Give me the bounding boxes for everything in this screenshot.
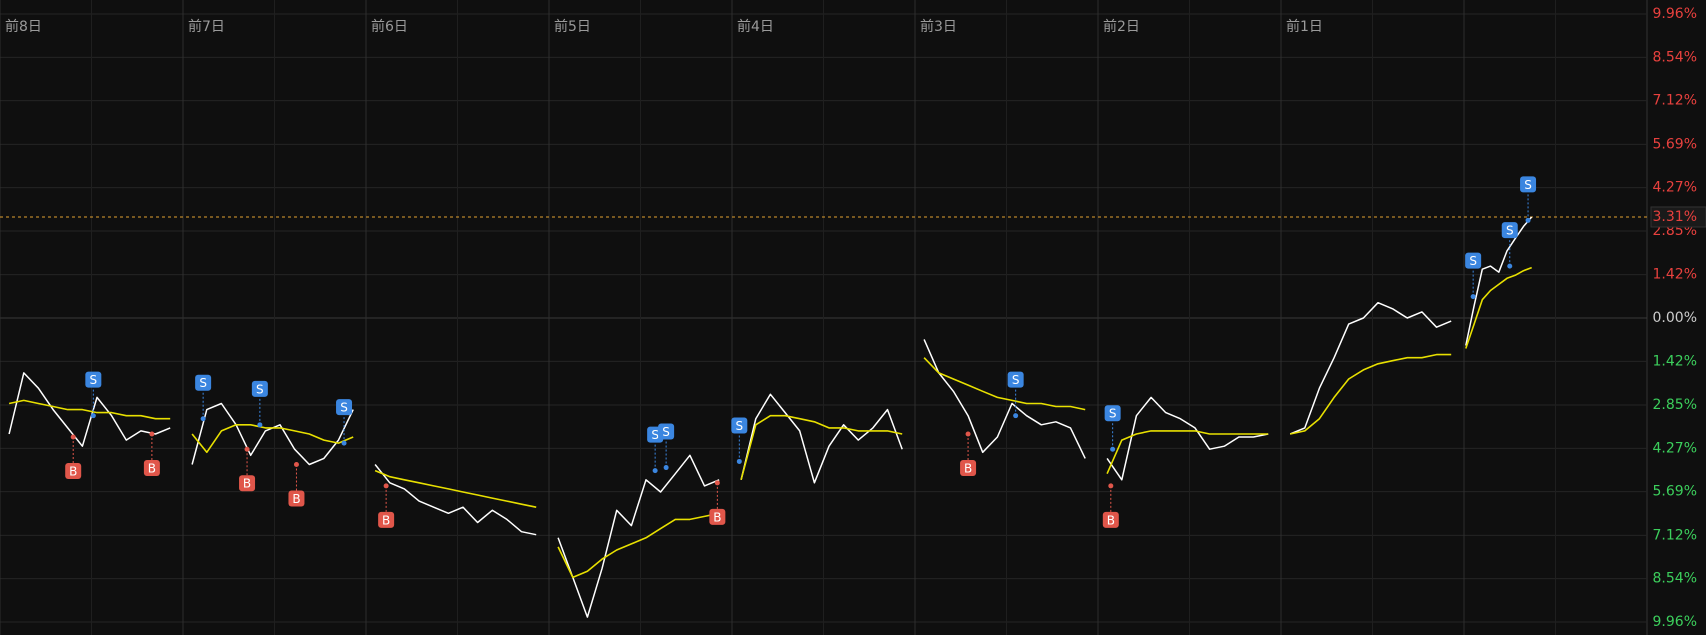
x-tick-label: 前2日: [1103, 18, 1140, 35]
marker-dot: [1525, 217, 1531, 223]
marker-badge: [251, 380, 268, 397]
x-tick-label: 前5日: [554, 18, 591, 35]
marker-label: S: [662, 425, 670, 439]
marker-dot: [257, 422, 263, 428]
y-tick-label: 8.54%: [1653, 49, 1697, 65]
marker-dot: [1013, 413, 1019, 419]
marker-badge: [143, 459, 160, 476]
marker-dot: [293, 462, 299, 468]
marker-dot: [714, 480, 720, 486]
marker-dot: [965, 431, 971, 437]
marker-label: S: [1506, 224, 1514, 238]
y-tick-label: 0.00%: [1653, 310, 1697, 326]
marker-badge: [336, 399, 353, 416]
marker-label: S: [256, 382, 264, 396]
x-tick-label: 前7日: [188, 18, 225, 35]
marker-label: B: [964, 461, 972, 475]
y-tick-label: 4.27%: [1653, 180, 1697, 196]
y-tick-label: 2.85%: [1653, 397, 1697, 413]
marker-badge: [378, 511, 395, 528]
marker-badge: [1520, 176, 1537, 193]
marker-label: B: [69, 465, 77, 479]
marker-dot: [149, 431, 155, 437]
marker-badge: [1104, 405, 1121, 422]
y-tick-label: 7.12%: [1653, 527, 1697, 543]
y-tick-label: 4.27%: [1653, 440, 1697, 456]
y-tick-label: 5.69%: [1653, 136, 1697, 152]
y-tick-label: 7.12%: [1653, 93, 1697, 109]
marker-label: S: [1109, 407, 1117, 421]
marker-badge: [1102, 511, 1119, 528]
marker-dot: [244, 446, 250, 452]
x-tick-label: 前1日: [1286, 18, 1323, 35]
x-tick-label: 前3日: [920, 18, 957, 35]
y-tick-label: 5.69%: [1653, 484, 1697, 500]
marker-dot: [1108, 483, 1114, 489]
marker-label: B: [243, 477, 251, 491]
price-line: [8, 266, 1532, 579]
marker-label: S: [199, 376, 207, 390]
marker-label: B: [148, 461, 156, 475]
marker-dot: [383, 483, 389, 489]
marker-dot: [200, 416, 206, 422]
current-label-box: [1650, 206, 1706, 228]
y-tick-label: 1.42%: [1653, 353, 1697, 369]
y-tick-label: 8.54%: [1653, 571, 1697, 587]
marker-label: S: [1469, 254, 1477, 268]
marker-dot: [1110, 446, 1116, 452]
marker-dot: [341, 440, 347, 446]
marker-badge: [65, 463, 82, 480]
marker-badge: [1465, 252, 1482, 269]
marker-label: B: [713, 510, 721, 524]
x-tick-label: 前8日: [5, 18, 42, 35]
marker-label: B: [1107, 513, 1115, 527]
marker-badge: [239, 475, 256, 492]
marker-dot: [90, 413, 96, 419]
marker-badge: [85, 371, 102, 388]
marker-label: S: [1012, 373, 1020, 387]
x-tick-label: 前6日: [371, 18, 408, 35]
marker-badge: [195, 374, 212, 391]
marker-badge: [709, 508, 726, 525]
marker-dot: [1470, 294, 1476, 300]
y-tick-label: 9.96%: [1653, 614, 1697, 630]
marker-badge: [658, 423, 675, 440]
marker-dot: [652, 468, 658, 474]
marker-badge: [288, 490, 305, 507]
marker-label: S: [1524, 178, 1532, 192]
marker-dot: [736, 458, 742, 464]
marker-dot: [1507, 263, 1513, 269]
y-tick-label: 9.96%: [1653, 6, 1697, 22]
y-tick-label: 1.42%: [1653, 267, 1697, 283]
marker-badge: [1007, 371, 1024, 388]
marker-badge: [960, 459, 977, 476]
marker-label: S: [736, 419, 744, 433]
marker-dot: [70, 434, 76, 440]
marker-label: B: [292, 492, 300, 506]
x-tick-label: 前4日: [737, 18, 774, 35]
marker-badge: [731, 417, 748, 434]
marker-label: S: [651, 428, 659, 442]
marker-dot: [663, 465, 669, 471]
marker-badge: [1501, 222, 1518, 239]
marker-label: S: [340, 401, 348, 415]
marker-label: S: [90, 373, 98, 387]
marker-label: B: [382, 513, 390, 527]
current-label: 3.31%: [1653, 209, 1697, 225]
